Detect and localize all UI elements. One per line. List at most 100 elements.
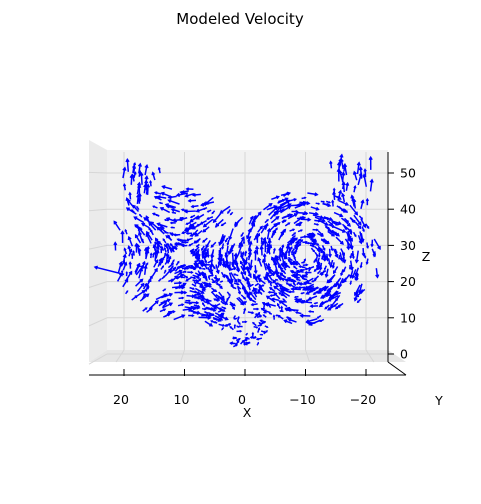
arrow-611	[131, 209, 135, 213]
arrow-379	[161, 185, 173, 190]
arrow-1038	[289, 278, 296, 282]
arrow-768	[194, 229, 203, 237]
arrow-823	[142, 307, 148, 312]
arrow-638	[230, 272, 238, 284]
arrow-481	[155, 214, 160, 217]
arrow-333	[185, 231, 193, 235]
arrow-953	[268, 312, 273, 315]
arrow-21	[310, 206, 320, 211]
arrow-1049	[230, 341, 234, 345]
arrow-461	[189, 214, 196, 219]
arrow-756	[290, 270, 299, 275]
arrow-1008	[190, 265, 196, 269]
arrow-665	[212, 316, 222, 322]
arrow-514	[171, 259, 175, 264]
arrow-32	[190, 204, 199, 209]
arrow-907	[203, 311, 209, 314]
arrow-1034	[281, 287, 285, 292]
arrow-736	[135, 278, 144, 287]
arrow-570	[234, 216, 244, 226]
arrow-309	[320, 200, 326, 203]
arrow-1107	[352, 170, 358, 181]
arrow-893	[331, 220, 343, 226]
arrow-822	[253, 265, 258, 275]
arrow-757	[234, 260, 241, 272]
arrow-1020	[215, 282, 221, 286]
arrow-777	[152, 243, 158, 255]
arrow-968	[217, 261, 221, 268]
arrow-220	[170, 207, 180, 213]
arrow-50	[311, 279, 317, 283]
arrow-321	[294, 241, 300, 247]
arrow-1019	[269, 282, 273, 287]
arrow-29	[178, 296, 185, 300]
arrow-1102	[341, 171, 346, 183]
arrow-835	[136, 289, 146, 297]
arrow-1060	[341, 192, 346, 203]
arrow-744	[335, 294, 341, 302]
arrow-173	[185, 187, 194, 191]
arrow-355	[295, 223, 302, 227]
arrow-661	[318, 262, 323, 271]
arrow-924	[302, 263, 309, 267]
arrow-828	[197, 258, 201, 263]
arrow-1029	[254, 283, 260, 287]
arrow-702	[161, 292, 174, 299]
arrow-804	[225, 237, 229, 243]
arrow-1013	[287, 257, 293, 262]
arrow-834	[257, 277, 266, 285]
arrow-156	[202, 218, 214, 228]
arrow-1055	[210, 269, 214, 273]
arrow-262	[200, 272, 207, 277]
arrow-170	[206, 250, 210, 259]
arrow-22	[201, 307, 207, 311]
arrow-636	[130, 252, 134, 259]
arrow-725	[329, 290, 338, 299]
arrow-1114	[360, 199, 365, 209]
x-ticks: 20 10 0 −10 −20	[113, 369, 376, 407]
arrow-1087	[365, 197, 370, 206]
arrow-41	[317, 248, 321, 253]
arrow-792	[327, 303, 338, 311]
arrow-727	[212, 212, 222, 224]
arrow-74	[159, 308, 167, 313]
arrow-537	[267, 237, 271, 244]
arrow-784	[253, 275, 259, 283]
arrow-947	[263, 330, 268, 335]
arrow-966	[257, 327, 261, 333]
arrow-431	[352, 231, 357, 238]
arrow-749	[294, 276, 300, 279]
arrow-891	[220, 300, 225, 305]
arrow-921	[244, 341, 251, 345]
arrow-568	[373, 238, 381, 250]
arrow-80	[289, 198, 298, 202]
arrow-1059	[272, 314, 276, 320]
arrow-648	[278, 255, 282, 262]
arrow-679	[185, 264, 192, 268]
arrow-996	[211, 280, 217, 284]
arrow-228	[160, 298, 172, 304]
arrow-366	[282, 251, 286, 260]
arrow-483	[336, 205, 348, 213]
arrow-897	[159, 207, 171, 214]
arrow-687	[231, 252, 236, 266]
arrow-76	[294, 311, 302, 315]
arrow-916	[251, 331, 255, 338]
arrow-630	[134, 234, 142, 244]
arrow-328	[302, 240, 308, 244]
arrow-843	[194, 250, 199, 257]
arrow-627	[138, 213, 143, 218]
arrow-651	[325, 226, 331, 231]
arrow-1014	[201, 261, 205, 267]
arrow-1009	[229, 267, 237, 271]
arrow-882	[265, 295, 276, 303]
arrow-767	[299, 201, 311, 206]
arrow-469	[228, 228, 234, 241]
arrow-879	[199, 219, 207, 225]
arrow-310	[177, 303, 185, 307]
arrow-658	[329, 259, 334, 269]
arrow-647	[167, 195, 177, 200]
arrow-950	[235, 338, 242, 342]
arrow-507	[152, 252, 155, 258]
